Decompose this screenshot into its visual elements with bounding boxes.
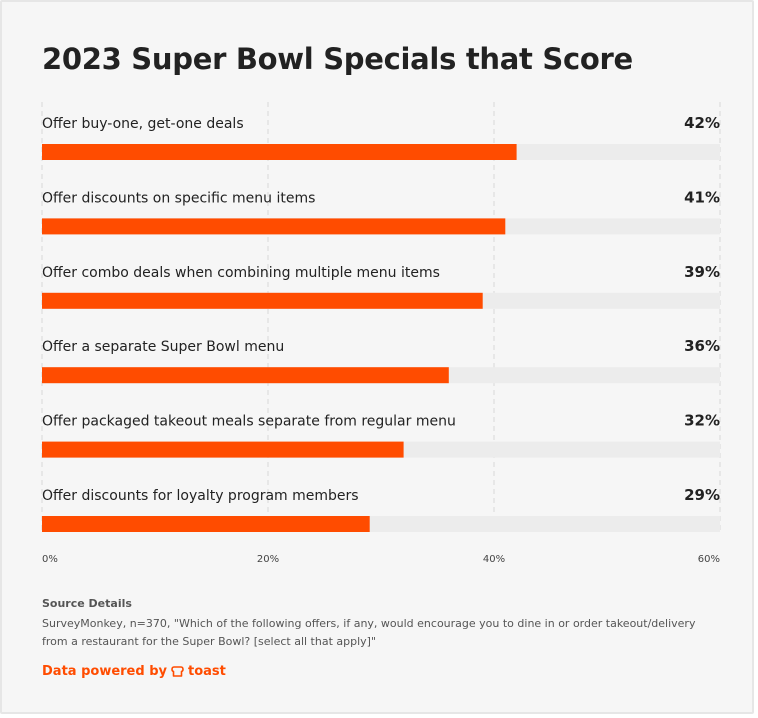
source-heading: Source Details: [42, 597, 132, 610]
bar: [42, 144, 517, 160]
x-tick-label: 60%: [698, 554, 720, 565]
value-label: 36%: [684, 337, 720, 355]
bar: [42, 441, 404, 458]
toast-logo-icon: [171, 666, 184, 677]
category-label: Offer buy-one, get-one deals: [42, 116, 244, 132]
bar: [42, 367, 449, 384]
bar-chart: 0% 20% 40% 60% Offer buy-one, get-one deals 4…: [41, 102, 721, 565]
powered-by: Data powered by toast: [42, 664, 226, 679]
category-label: Offer discounts for loyalty program memb…: [42, 488, 359, 504]
bar: [42, 516, 370, 532]
chart-title: 2023 Super Bowl Specials that Score: [42, 42, 633, 76]
x-tick-label: 20%: [257, 554, 279, 565]
category-label: Offer combo deals when combining multipl…: [42, 265, 440, 281]
value-label: 42%: [684, 114, 720, 132]
value-label: 41%: [684, 188, 720, 206]
value-label: 29%: [684, 486, 720, 504]
category-label: Offer a separate Super Bowl menu: [42, 339, 284, 355]
source-text: SurveyMonkey, n=370, "Which of the follo…: [42, 617, 696, 648]
value-label: 32%: [684, 412, 720, 430]
powered-by-label: Data powered by: [42, 664, 167, 679]
bar: [42, 218, 506, 235]
category-label: Offer discounts on specific menu items: [42, 190, 315, 206]
category-label: Offer packaged takeout meals separate fr…: [42, 414, 456, 430]
x-tick-label: 0%: [42, 554, 58, 565]
bar: [42, 292, 483, 309]
x-tick-label: 40%: [483, 554, 505, 565]
toast-brand: toast: [187, 664, 226, 679]
value-label: 39%: [684, 263, 720, 281]
